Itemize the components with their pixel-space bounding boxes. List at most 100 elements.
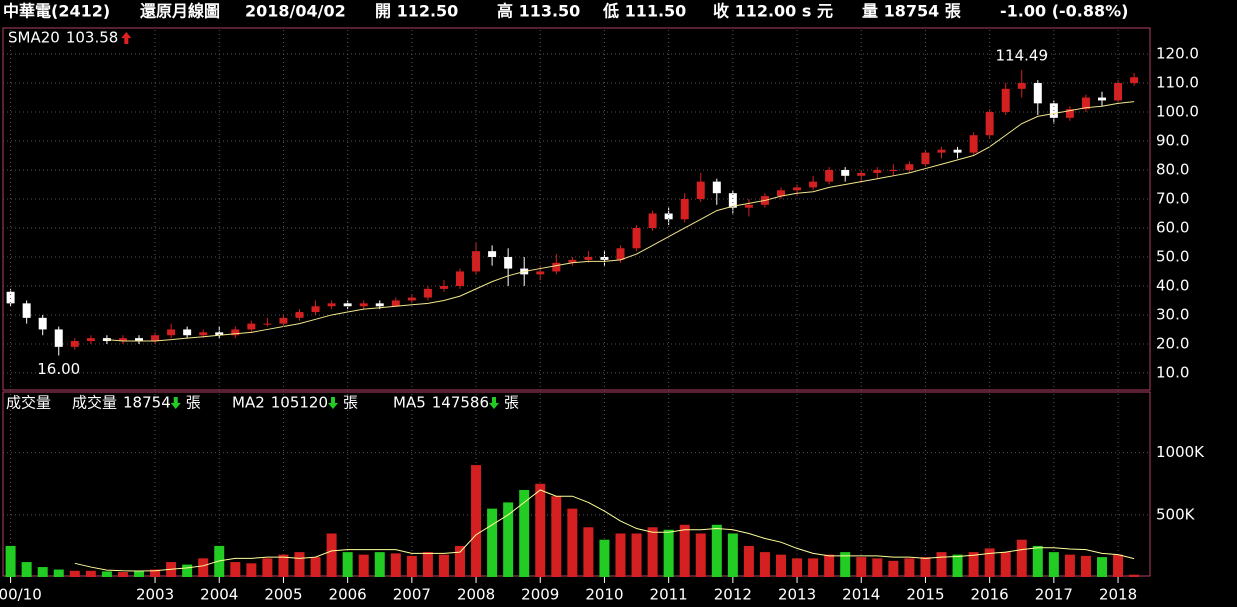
legend-text: 103.58	[66, 29, 119, 47]
candle-body	[568, 259, 577, 263]
candle-body	[1033, 83, 1042, 104]
candle-body	[183, 329, 192, 336]
x-tick-label: 2014	[842, 586, 880, 604]
volume-ma-line	[74, 489, 1135, 572]
volume-bar	[743, 545, 754, 577]
candle-body	[295, 312, 304, 318]
volume-bar	[856, 557, 867, 577]
legend-unit: 張	[504, 394, 519, 412]
high: 高 113.50	[497, 2, 580, 21]
volume-bar	[262, 558, 273, 577]
chart-name: 還原月線圖	[140, 2, 220, 21]
volume-bar	[182, 564, 193, 577]
candle-body	[407, 297, 416, 301]
volume-bar	[406, 555, 417, 577]
candle-body	[953, 149, 962, 153]
volume-bar	[150, 569, 161, 577]
legend-text: SMA20	[8, 29, 60, 47]
volume-bar	[198, 558, 209, 577]
change: -1.00 (-0.88%)	[1000, 2, 1128, 21]
candle-body	[809, 181, 818, 188]
volume-bar	[711, 524, 722, 577]
candle-body	[937, 149, 946, 153]
volume-bar	[214, 545, 225, 577]
candle-body	[6, 291, 15, 304]
legend-text: 成交量	[72, 394, 117, 412]
candle-body	[728, 193, 737, 208]
candle-body	[391, 300, 400, 307]
volume-bar	[968, 552, 979, 577]
y-tick-label: 90.0	[1156, 132, 1189, 150]
candle-body	[54, 329, 63, 347]
volume-bar	[840, 552, 851, 577]
x-tick-label: 2000/10	[0, 586, 42, 604]
candle-body	[1081, 97, 1090, 110]
volume-bar	[615, 533, 626, 577]
candle-body	[311, 306, 320, 313]
y-tick-label: 1000K	[1156, 443, 1205, 461]
open: 開 112.50	[375, 2, 458, 21]
volume-bar	[1032, 545, 1043, 577]
y-tick-label: 70.0	[1156, 189, 1189, 207]
y-tick-label: 110.0	[1156, 74, 1199, 92]
candle-body	[793, 187, 802, 191]
y-tick-label: 120.0	[1156, 45, 1199, 63]
volume-bar	[1080, 555, 1091, 577]
candle-body	[327, 303, 336, 307]
low: 低 111.50	[602, 2, 686, 21]
x-tick-label: 2003	[136, 586, 174, 604]
volume-bar	[583, 527, 594, 577]
legend-text: 105120	[271, 394, 328, 412]
x-tick-label: 2005	[264, 586, 302, 604]
x-tick-label: 2016	[971, 586, 1009, 604]
y-tick-label: 100.0	[1156, 103, 1199, 121]
price-panel	[2, 27, 1151, 391]
candle-body	[38, 317, 47, 330]
volume-bar	[1113, 554, 1124, 577]
stock-name: 中華電(2412)	[3, 2, 110, 21]
y-tick-label: 40.0	[1156, 276, 1189, 294]
volume-bar	[471, 465, 482, 577]
arrow-icon	[170, 397, 181, 409]
arrow-icon	[328, 397, 339, 409]
candle-body	[1098, 97, 1106, 101]
volume-bar	[808, 558, 819, 577]
legend-unit: 張	[343, 394, 358, 412]
y-tick-label: 500K	[1156, 505, 1196, 523]
volume-bar	[984, 548, 995, 577]
volume: 量 18754 張	[862, 2, 962, 21]
volume-bar	[53, 569, 64, 577]
candle-body	[456, 271, 464, 286]
candle-body	[969, 135, 978, 153]
volume-bar	[920, 557, 931, 577]
close: 收 112.00 s 元	[713, 2, 833, 21]
candle-body	[215, 332, 224, 336]
x-tick-label: 2015	[906, 586, 944, 604]
y-tick-label: 60.0	[1156, 218, 1189, 236]
sma-line	[106, 101, 1135, 342]
candle-body	[632, 227, 641, 249]
x-tick-label: 2008	[457, 586, 495, 604]
candle-body	[985, 112, 994, 136]
x-tick-label: 2004	[200, 586, 238, 604]
candle-body	[1017, 83, 1026, 89]
volume-bar	[567, 508, 578, 577]
candle-body	[536, 271, 545, 275]
volume-bar	[37, 567, 48, 577]
volume-bar	[326, 533, 337, 577]
candle-body	[712, 181, 721, 194]
volume-bar	[551, 496, 562, 577]
y-tick-label: 20.0	[1156, 334, 1189, 352]
volume-bar	[1048, 552, 1059, 577]
x-tick-label: 2017	[1035, 586, 1073, 604]
legend-text: 18754	[123, 394, 171, 412]
volume-bar	[888, 560, 899, 577]
x-tick-label: 2007	[393, 586, 431, 604]
candle-body	[744, 204, 753, 208]
y-tick-label: 10.0	[1156, 363, 1189, 381]
volume-bar	[230, 562, 241, 577]
arrow-icon	[489, 397, 500, 409]
candle-body	[1001, 88, 1010, 113]
x-tick-label: 2011	[650, 586, 688, 604]
candle-body	[825, 170, 834, 182]
